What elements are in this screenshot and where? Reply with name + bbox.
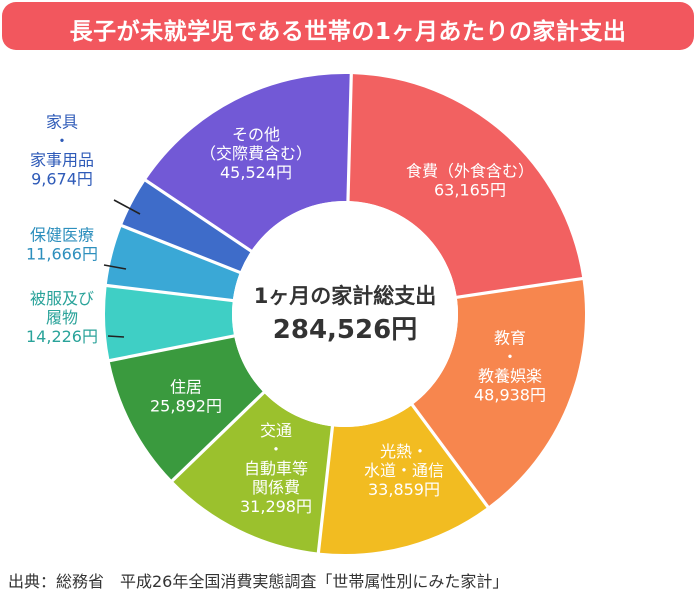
- category-label-2: 光熱・: [380, 442, 428, 461]
- slice-7: [122, 181, 251, 271]
- category-label-1: ・: [502, 348, 518, 367]
- category-label-8: （交際費含む）: [200, 144, 312, 163]
- center-label: 1ヶ月の家計総支出: [254, 284, 437, 308]
- leader-line-7: [113, 199, 141, 215]
- category-label-8: その他: [232, 125, 280, 144]
- slice-8: [146, 74, 350, 250]
- slice-3: [173, 393, 331, 553]
- value-label-7: 9,674円: [31, 170, 93, 189]
- value-label-3: 31,298円: [240, 497, 312, 516]
- leader-line-6: [103, 264, 127, 270]
- donut-chart: 食費（外食含む）63,165円教育・教養娯楽48,938円光熱・水道・通信33,…: [26, 74, 586, 554]
- category-label-4: 住居: [170, 378, 202, 397]
- donut-hole: [232, 201, 458, 427]
- category-label-1: 教養娯楽: [478, 367, 542, 386]
- category-label-5: 履物: [46, 308, 78, 327]
- category-label-1: 教育: [494, 329, 526, 348]
- title-banner: 長子が未就学児である世帯の1ヶ月あたりの家計支出: [2, 2, 694, 50]
- category-label-3: 交通: [260, 421, 292, 440]
- value-label-8: 45,524円: [220, 163, 292, 182]
- value-label-0: 63,165円: [434, 181, 506, 200]
- source-note: 出典：総務省 平成26年全国消費実態調査「世帯属性別にみた家計」: [8, 572, 509, 591]
- category-label-5: 被服及び: [30, 289, 94, 308]
- chart-title: 長子が未就学児である世帯の1ヶ月あたりの家計支出: [69, 19, 627, 45]
- slice-0: [349, 74, 583, 296]
- value-label-1: 48,938円: [474, 386, 546, 405]
- value-label-4: 25,892円: [150, 397, 222, 416]
- category-label-3: 自動車等: [244, 459, 308, 478]
- center-total: 284,526円: [273, 315, 417, 345]
- leader-line-5: [107, 335, 125, 338]
- category-label-3: 関係費: [252, 478, 300, 497]
- slice-1: [413, 280, 586, 506]
- value-label-6: 11,666円: [26, 245, 98, 264]
- category-label-2: 水道・通信: [364, 461, 444, 480]
- value-label-5: 14,226円: [26, 327, 98, 346]
- slice-6: [106, 227, 240, 299]
- category-label-3: ・: [268, 440, 284, 459]
- slice-4: [109, 337, 263, 480]
- slice-5: [105, 287, 234, 360]
- category-label-7: 家具: [46, 113, 78, 132]
- category-label-6: 保健医療: [30, 226, 94, 245]
- category-label-7: 家事用品: [30, 151, 94, 170]
- category-label-7: ・: [54, 132, 70, 151]
- category-label-0: 食費（外食含む）: [406, 162, 534, 181]
- slice-2: [319, 405, 487, 554]
- value-label-2: 33,859円: [368, 480, 440, 499]
